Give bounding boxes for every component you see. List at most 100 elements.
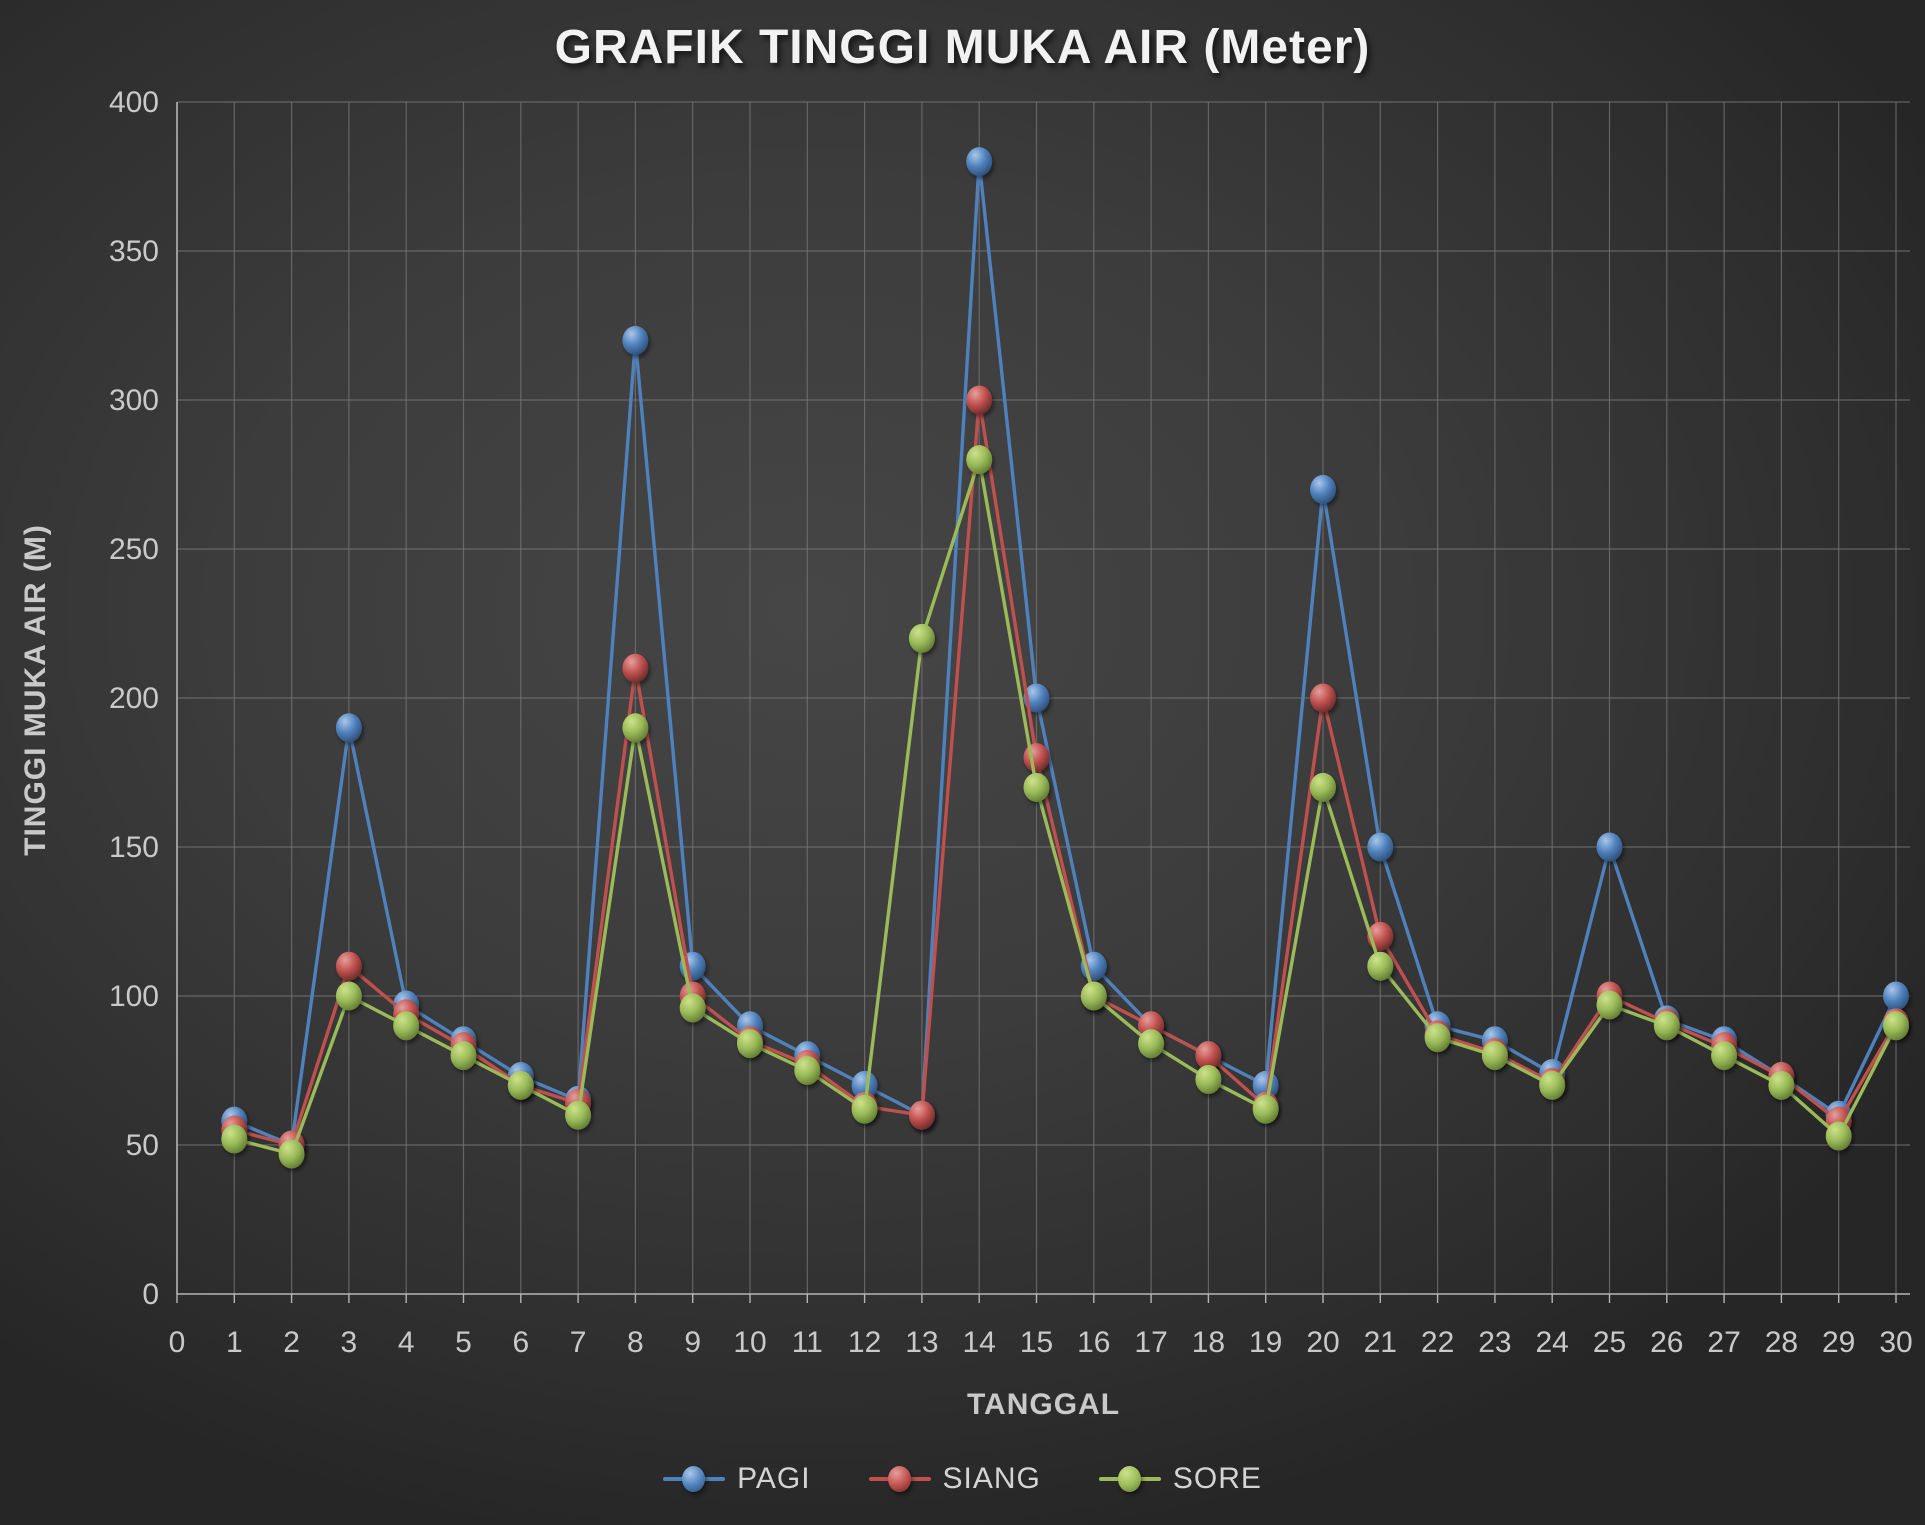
x-tick-label: 14 <box>963 1326 996 1359</box>
data-point-sore <box>1825 1121 1852 1151</box>
x-tick-label: 20 <box>1306 1326 1339 1359</box>
legend-item-siang: SIANG <box>868 1462 1041 1496</box>
data-point-sore <box>1195 1064 1222 1094</box>
data-point-siang <box>1023 743 1050 773</box>
x-tick-label: 11 <box>792 1326 823 1359</box>
legend: PAGI SIANG SORE <box>0 1462 1925 1496</box>
data-point-sore <box>450 1041 477 1071</box>
data-point-sore <box>851 1094 878 1124</box>
data-point-sore <box>1023 772 1050 802</box>
series-line-siang <box>232 398 1898 1147</box>
x-tick-label: 21 <box>1364 1326 1397 1359</box>
data-point-sore <box>565 1100 592 1130</box>
x-tick-label: 0 <box>169 1326 186 1359</box>
x-tick-label: 25 <box>1593 1326 1626 1359</box>
x-tick-label: 26 <box>1650 1326 1683 1359</box>
x-tick-label: 6 <box>512 1326 529 1359</box>
data-point-sore <box>507 1070 534 1100</box>
y-tick-label: 100 <box>109 980 159 1013</box>
data-point-sore <box>966 445 993 475</box>
x-tick-label: 7 <box>570 1326 587 1359</box>
x-tick-label: 13 <box>905 1326 938 1359</box>
data-point-sore <box>1080 981 1107 1011</box>
data-point-sore <box>737 1029 763 1059</box>
x-tick-label: 30 <box>1879 1326 1912 1359</box>
series-line-sore <box>232 457 1898 1156</box>
x-tick-label: 4 <box>398 1326 415 1359</box>
data-point-pagi <box>1310 474 1336 504</box>
y-tick-label: 150 <box>109 831 159 864</box>
legend-label: SIANG <box>942 1462 1041 1495</box>
data-point-pagi <box>335 713 362 743</box>
legend-label: PAGI <box>737 1462 811 1495</box>
data-point-sore <box>1883 1011 1909 1041</box>
x-tick-label: 22 <box>1421 1326 1454 1359</box>
x-tick-label: 15 <box>1020 1326 1053 1359</box>
axes <box>176 102 1910 1303</box>
legend-sphere <box>682 1466 706 1492</box>
data-point-sore <box>1138 1029 1165 1059</box>
data-series <box>221 147 1909 1169</box>
legend-item-sore: SORE <box>1098 1462 1262 1496</box>
legend-sphere <box>887 1466 911 1492</box>
legend-label: SORE <box>1172 1462 1262 1495</box>
data-point-siang <box>1310 683 1336 713</box>
data-point-sore <box>679 993 706 1023</box>
x-tick-label: 12 <box>848 1326 881 1359</box>
data-point-sore <box>1310 772 1336 802</box>
legend-marker-icon <box>868 1465 931 1493</box>
data-point-sore <box>1768 1070 1795 1100</box>
data-point-pagi <box>1023 683 1050 713</box>
y-tick-label: 400 <box>109 86 159 119</box>
legend-item-pagi: PAGI <box>663 1462 810 1496</box>
legend-marker-icon <box>1098 1465 1161 1493</box>
y-tick-label: 200 <box>109 682 159 715</box>
data-point-siang <box>966 385 993 415</box>
data-point-sore <box>1711 1041 1738 1071</box>
x-tick-label: 17 <box>1134 1326 1167 1359</box>
x-axis-title: TANGGAL <box>966 1388 1121 1421</box>
data-point-sore <box>1596 990 1623 1020</box>
data-point-sore <box>1367 951 1394 981</box>
data-point-pagi <box>1596 832 1623 862</box>
data-point-sore <box>622 713 649 743</box>
data-point-pagi <box>966 147 993 177</box>
legend-sphere <box>1117 1466 1141 1492</box>
data-point-sore <box>908 623 935 653</box>
data-point-siang <box>908 1100 935 1130</box>
x-tick-label: 3 <box>341 1326 358 1359</box>
y-tick-label: 50 <box>126 1129 159 1162</box>
data-point-sore <box>221 1124 248 1154</box>
x-tick-label: 18 <box>1192 1326 1225 1359</box>
data-point-sore <box>393 1011 420 1041</box>
data-point-pagi <box>622 325 649 355</box>
x-tick-label: 19 <box>1249 1326 1282 1359</box>
chart-title: GRAFIK TINGGI MUKA AIR (Meter) <box>554 21 1371 74</box>
data-point-pagi <box>851 1070 878 1100</box>
y-tick-label: 350 <box>109 235 159 268</box>
series-line-pagi <box>232 159 1898 1147</box>
legend-marker-icon <box>663 1465 726 1493</box>
x-tick-label: 9 <box>684 1326 701 1359</box>
x-tick-label: 5 <box>455 1326 472 1359</box>
x-tick-label: 28 <box>1765 1326 1798 1359</box>
data-point-sore <box>335 981 362 1011</box>
data-point-siang <box>335 951 362 981</box>
data-point-sore <box>1252 1094 1279 1124</box>
x-tick-label: 1 <box>226 1326 243 1359</box>
data-point-sore <box>1539 1070 1566 1100</box>
data-point-pagi <box>1367 832 1394 862</box>
y-tick-label: 300 <box>109 384 159 417</box>
x-tick-label: 10 <box>733 1326 766 1359</box>
x-tick-label: 27 <box>1707 1326 1740 1359</box>
x-tick-label: 16 <box>1077 1326 1110 1359</box>
data-point-pagi <box>1883 981 1909 1011</box>
data-point-sore <box>1653 1011 1680 1041</box>
x-tick-label: 29 <box>1822 1326 1855 1359</box>
x-tick-label: 23 <box>1478 1326 1511 1359</box>
x-tick-label: 2 <box>283 1326 300 1359</box>
y-tick-label: 0 <box>142 1278 159 1311</box>
